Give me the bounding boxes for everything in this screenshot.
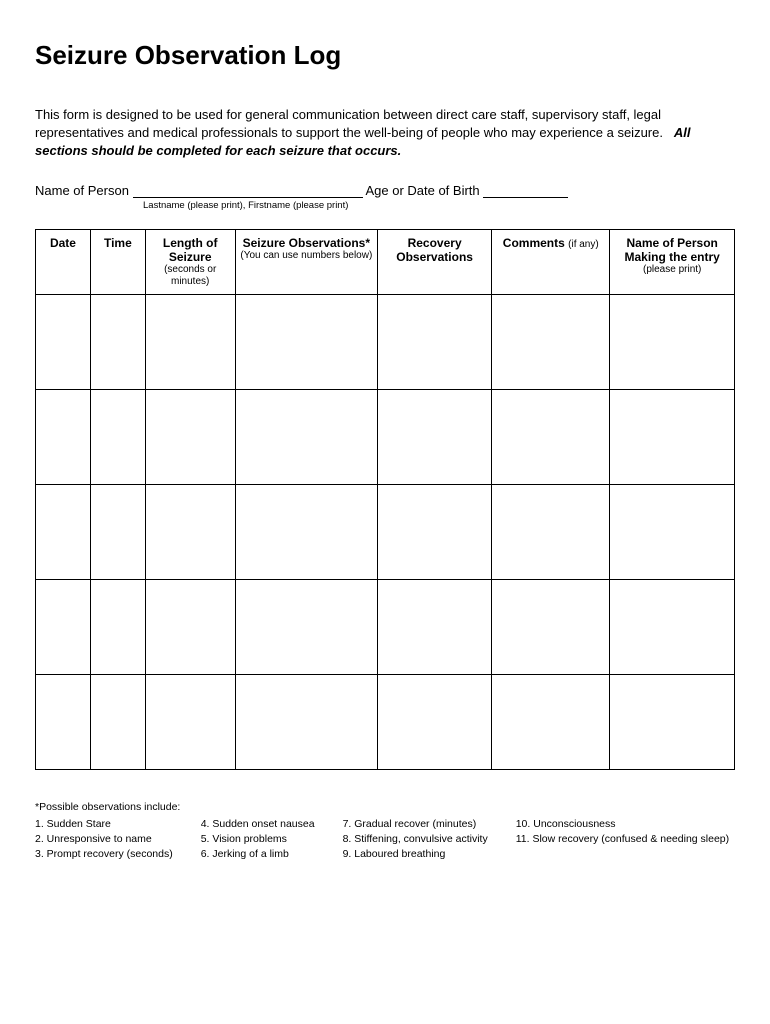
th-length-sub: (seconds or minutes)	[149, 264, 232, 288]
cell[interactable]	[378, 675, 492, 770]
footer-title: *Possible observations include:	[35, 800, 735, 815]
table-body	[36, 295, 735, 770]
cell[interactable]	[492, 580, 610, 675]
footer-col-3: 7. Gradual recover (minutes) 8. Stiffeni…	[343, 817, 488, 863]
cell[interactable]	[492, 390, 610, 485]
obs-item: 2. Unresponsive to name	[35, 832, 173, 847]
th-comments: Comments (if any)	[492, 229, 610, 295]
footer-observations: *Possible observations include: 1. Sudde…	[35, 800, 735, 862]
cell[interactable]	[610, 295, 735, 390]
th-comments-sub: (if any)	[568, 239, 599, 250]
cell[interactable]	[90, 485, 145, 580]
cell[interactable]	[378, 295, 492, 390]
cell[interactable]	[235, 675, 378, 770]
obs-item: 1. Sudden Stare	[35, 817, 173, 832]
th-seizure-label: Seizure Observations*	[243, 236, 370, 250]
obs-item: 5. Vision problems	[201, 832, 315, 847]
th-comments-label: Comments	[503, 236, 565, 250]
table-row	[36, 295, 735, 390]
cell[interactable]	[610, 485, 735, 580]
cell[interactable]	[378, 485, 492, 580]
footer-col-4: 10. Unconsciousness 11. Slow recovery (c…	[516, 817, 729, 863]
cell[interactable]	[36, 675, 91, 770]
cell[interactable]	[610, 675, 735, 770]
intro-paragraph: This form is designed to be used for gen…	[35, 106, 735, 161]
table-row	[36, 675, 735, 770]
cell[interactable]	[235, 580, 378, 675]
th-entry-name-label: Name of Person Making the entry	[625, 236, 720, 264]
th-date: Date	[36, 229, 91, 295]
th-recovery: Recovery Observations	[378, 229, 492, 295]
cell[interactable]	[235, 295, 378, 390]
footer-col-2: 4. Sudden onset nausea 5. Vision problem…	[201, 817, 315, 863]
cell[interactable]	[90, 295, 145, 390]
footer-columns: 1. Sudden Stare 2. Unresponsive to name …	[35, 817, 735, 863]
obs-item: 10. Unconsciousness	[516, 817, 729, 832]
th-entry-name: Name of Person Making the entry (please …	[610, 229, 735, 295]
table-row	[36, 390, 735, 485]
obs-item: 8. Stiffening, convulsive activity	[343, 832, 488, 847]
cell[interactable]	[90, 390, 145, 485]
cell[interactable]	[90, 580, 145, 675]
table-header-row: Date Time Length of Seizure (seconds or …	[36, 229, 735, 295]
page-title: Seizure Observation Log	[35, 40, 735, 71]
observation-table: Date Time Length of Seizure (seconds or …	[35, 229, 735, 771]
name-label: Name of Person	[35, 183, 129, 198]
cell[interactable]	[36, 580, 91, 675]
name-line: Name of Person Age or Date of Birth	[35, 183, 735, 198]
th-recovery-label: Recovery Observations	[396, 236, 473, 264]
th-length: Length of Seizure (seconds or minutes)	[145, 229, 235, 295]
obs-item: 4. Sudden onset nausea	[201, 817, 315, 832]
cell[interactable]	[145, 485, 235, 580]
name-input-line[interactable]	[133, 186, 363, 198]
cell[interactable]	[36, 485, 91, 580]
th-time-label: Time	[104, 236, 132, 250]
cell[interactable]	[235, 485, 378, 580]
obs-item: 3. Prompt recovery (seconds)	[35, 847, 173, 862]
cell[interactable]	[610, 580, 735, 675]
cell[interactable]	[90, 675, 145, 770]
th-seizure-sub: (You can use numbers below)	[239, 250, 375, 262]
age-label: Age or Date of Birth	[365, 183, 479, 198]
th-seizure: Seizure Observations* (You can use numbe…	[235, 229, 378, 295]
th-length-label: Length of Seizure	[163, 236, 218, 264]
cell[interactable]	[145, 390, 235, 485]
cell[interactable]	[492, 485, 610, 580]
table-row	[36, 485, 735, 580]
footer-col-1: 1. Sudden Stare 2. Unresponsive to name …	[35, 817, 173, 863]
cell[interactable]	[378, 580, 492, 675]
th-entry-name-sub: (please print)	[613, 264, 731, 276]
name-hint: Lastname (please print), Firstname (plea…	[143, 200, 735, 211]
intro-text: This form is designed to be used for gen…	[35, 107, 663, 140]
cell[interactable]	[145, 580, 235, 675]
age-input-line[interactable]	[483, 186, 568, 198]
cell[interactable]	[36, 295, 91, 390]
cell[interactable]	[145, 675, 235, 770]
cell[interactable]	[378, 390, 492, 485]
cell[interactable]	[145, 295, 235, 390]
table-row	[36, 580, 735, 675]
cell[interactable]	[610, 390, 735, 485]
cell[interactable]	[492, 295, 610, 390]
th-date-label: Date	[50, 236, 76, 250]
cell[interactable]	[235, 390, 378, 485]
obs-item: 6. Jerking of a limb	[201, 847, 315, 862]
obs-item: 11. Slow recovery (confused & needing sl…	[516, 832, 729, 847]
th-time: Time	[90, 229, 145, 295]
obs-item: 7. Gradual recover (minutes)	[343, 817, 488, 832]
cell[interactable]	[36, 390, 91, 485]
cell[interactable]	[492, 675, 610, 770]
obs-item: 9. Laboured breathing	[343, 847, 488, 862]
